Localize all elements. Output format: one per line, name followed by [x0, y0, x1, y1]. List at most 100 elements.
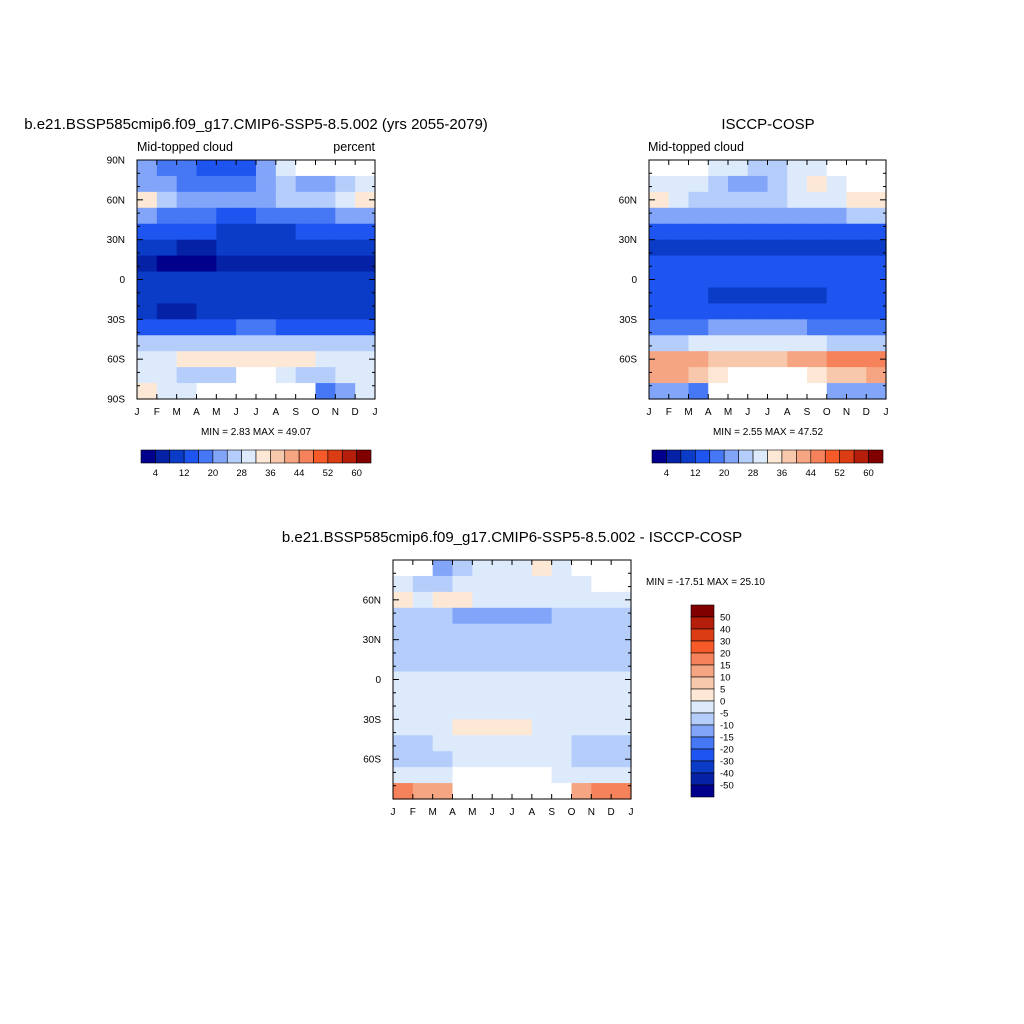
heatmap-cell	[807, 207, 828, 225]
heatmap-cell	[472, 639, 493, 657]
colorbar-label: 44	[294, 468, 305, 479]
colorbar-box	[853, 449, 869, 464]
heatmap-cell	[668, 160, 690, 177]
colorbar-label: 50	[720, 613, 731, 624]
heatmap-cell	[137, 191, 158, 209]
colorbar-label: 28	[236, 468, 247, 479]
heatmap-cell	[393, 671, 414, 689]
heatmap-cell	[551, 639, 573, 657]
heatmap-cell	[393, 735, 414, 752]
heatmap-cell	[295, 383, 317, 400]
heatmap-cell	[137, 303, 158, 320]
heatmap-cell	[315, 383, 336, 400]
heatmap-cell	[668, 191, 690, 209]
colorbar-box	[327, 449, 343, 464]
heatmap-cell	[176, 239, 198, 257]
heatmap-cell	[275, 223, 297, 241]
heatmap-cell	[295, 335, 317, 352]
heatmap-cell	[611, 655, 632, 673]
heatmap-cell	[137, 255, 158, 273]
heatmap-cell	[846, 351, 867, 368]
colorbar-box	[140, 449, 156, 464]
panel-model: b.e21.BSSP585cmip6.f09_g17.CMIP6-SSP5-8.…	[24, 116, 488, 479]
heatmap-cell	[512, 735, 533, 752]
heatmap-cell	[787, 303, 808, 320]
heatmap-cell	[807, 255, 828, 273]
y-tick-label: 60N	[107, 195, 125, 206]
x-tick-label: J	[391, 807, 396, 818]
heatmap-cell	[236, 351, 257, 368]
heatmap-cell	[728, 303, 749, 320]
panel-diff-plot-area: J F M A M J J A S O N D J 60N 30N 0 30S 60S	[363, 559, 634, 818]
panel-model-plot-area: J F M A M J J A S O N D J 90N 60N 30N 0 30S 60S 90S	[107, 156, 378, 419]
heatmap-cell	[137, 223, 158, 241]
heatmap-cell	[591, 607, 612, 625]
heatmap-cell	[393, 767, 414, 784]
heatmap-cell	[531, 639, 553, 657]
heatmap-cell	[747, 319, 769, 336]
heatmap-cell	[196, 287, 217, 304]
y-tick-label: 0	[375, 675, 381, 686]
colorbar-box	[690, 676, 715, 690]
heatmap-cell	[846, 383, 867, 400]
x-tick-label: D	[863, 407, 870, 418]
heatmap-cell	[412, 751, 434, 768]
heatmap-cell	[156, 335, 178, 352]
heatmap-cell	[236, 239, 257, 257]
x-tick-label: O	[568, 807, 576, 818]
colorbar-box	[824, 449, 840, 464]
heatmap-cell	[826, 319, 848, 336]
heatmap-cell	[335, 175, 356, 193]
y-tick-label: 60N	[619, 195, 637, 206]
heatmap-cell	[512, 560, 533, 577]
colorbar-label: 28	[748, 468, 759, 479]
heatmap-cell	[571, 703, 592, 720]
x-tick-label: N	[588, 807, 595, 818]
heatmap-cell	[512, 751, 533, 768]
heatmap-cell	[452, 767, 473, 784]
heatmap-cell	[826, 367, 848, 384]
y-tick-label: 0	[119, 275, 125, 286]
heatmap-cell	[688, 191, 709, 209]
x-tick-label: N	[843, 407, 850, 418]
heatmap-cell	[551, 783, 573, 800]
y-tick-label: 90S	[107, 395, 125, 406]
heatmap-cell	[649, 207, 670, 225]
colorbar-label: 44	[806, 468, 817, 479]
colorbar-box	[183, 449, 199, 464]
y-tick-label: 60S	[619, 355, 637, 366]
x-tick-label: J	[510, 807, 515, 818]
colorbar-box	[356, 449, 372, 464]
heatmap-cell	[216, 271, 237, 289]
heatmap-cell	[571, 671, 592, 689]
heatmap-cell	[531, 719, 553, 736]
panel-model-left-subtitle: Mid-topped cloud	[137, 140, 233, 154]
heatmap-cell	[728, 319, 749, 336]
heatmap-cell	[295, 175, 317, 193]
heatmap-cell	[412, 575, 434, 593]
x-tick-label: M	[428, 807, 436, 818]
heatmap-cell	[512, 575, 533, 593]
panel-obs-title: ISCCP-COSP	[721, 116, 814, 133]
heatmap-cell	[275, 367, 297, 384]
heatmap-cell	[846, 319, 867, 336]
heatmap-cell	[335, 191, 356, 209]
heatmap-cell	[452, 735, 473, 752]
heatmap-cell	[767, 335, 788, 352]
x-tick-label: A	[272, 407, 279, 418]
heatmap-cell	[335, 271, 356, 289]
heatmap-cell	[708, 191, 729, 209]
colorbar-label: -10	[720, 721, 734, 732]
heatmap-cell	[236, 271, 257, 289]
heatmap-cell	[531, 623, 553, 641]
heatmap-cell	[611, 767, 632, 784]
heatmap-cell	[708, 255, 729, 273]
heatmap-cell	[137, 271, 158, 289]
heatmap-cell	[452, 655, 473, 673]
heatmap-cell	[196, 175, 217, 193]
heatmap-cell	[295, 303, 317, 320]
heatmap-cell	[826, 175, 848, 193]
heatmap-cell	[295, 367, 317, 384]
colorbar-box	[690, 652, 715, 666]
colorbar-label: 20	[720, 649, 731, 660]
